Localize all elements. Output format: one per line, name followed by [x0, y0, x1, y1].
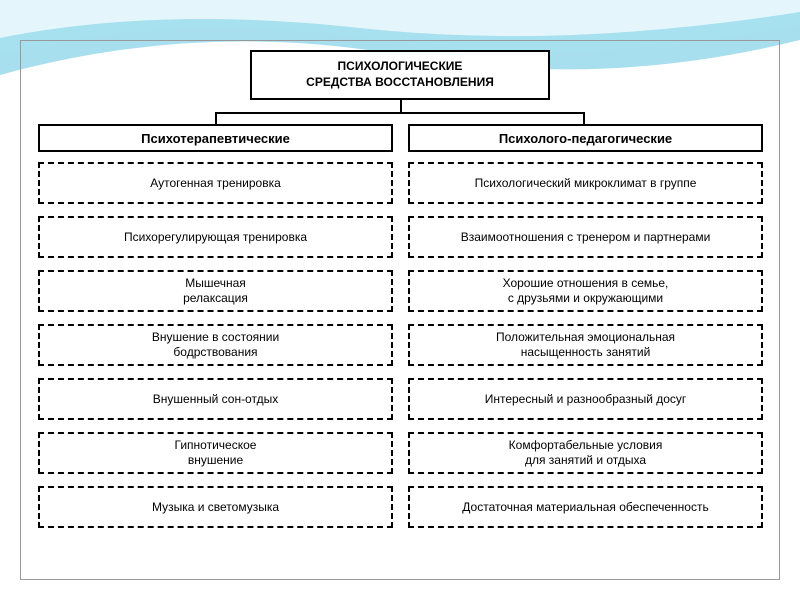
item-box: Внушение в состояниибодрствования	[38, 324, 393, 366]
item-box: Комфортабельные условиядля занятий и отд…	[408, 432, 763, 474]
root-box: ПСИХОЛОГИЧЕСКИЕ СРЕДСТВА ВОССТАНОВЛЕНИЯ	[250, 50, 550, 100]
item-box: Гипнотическоевнушение	[38, 432, 393, 474]
item-box: Хорошие отношения в семье,с друзьями и о…	[408, 270, 763, 312]
item-box: Положительная эмоциональнаянасыщенность …	[408, 324, 763, 366]
item-box: Психорегулирующая тренировка	[38, 216, 393, 258]
connector-root	[400, 100, 402, 112]
item-box: Взаимоотношения с тренером и партнерами	[408, 216, 763, 258]
category-header-left: Психотерапевтические	[38, 124, 393, 152]
item-box: Внушенный сон-отдых	[38, 378, 393, 420]
root-line1: ПСИХОЛОГИЧЕСКИЕ	[252, 59, 548, 75]
item-box: Психологический микроклимат в группе	[408, 162, 763, 204]
column-right: Психолого-педагогические Психологический…	[408, 124, 763, 540]
item-box: Аутогенная тренировка	[38, 162, 393, 204]
root-line2: СРЕДСТВА ВОССТАНОВЛЕНИЯ	[252, 75, 548, 91]
diagram-container: ПСИХОЛОГИЧЕСКИЕ СРЕДСТВА ВОССТАНОВЛЕНИЯ …	[30, 50, 770, 570]
item-box: Мышечнаярелаксация	[38, 270, 393, 312]
item-box: Интересный и разнообразный досуг	[408, 378, 763, 420]
category-header-right: Психолого-педагогические	[408, 124, 763, 152]
connector-v-right	[583, 112, 585, 124]
connector-hbar	[215, 112, 585, 114]
item-box: Достаточная материальная обеспеченность	[408, 486, 763, 528]
column-left: Психотерапевтические Аутогенная трениров…	[38, 124, 393, 540]
connector-v-left	[215, 112, 217, 124]
item-box: Музыка и светомузыка	[38, 486, 393, 528]
